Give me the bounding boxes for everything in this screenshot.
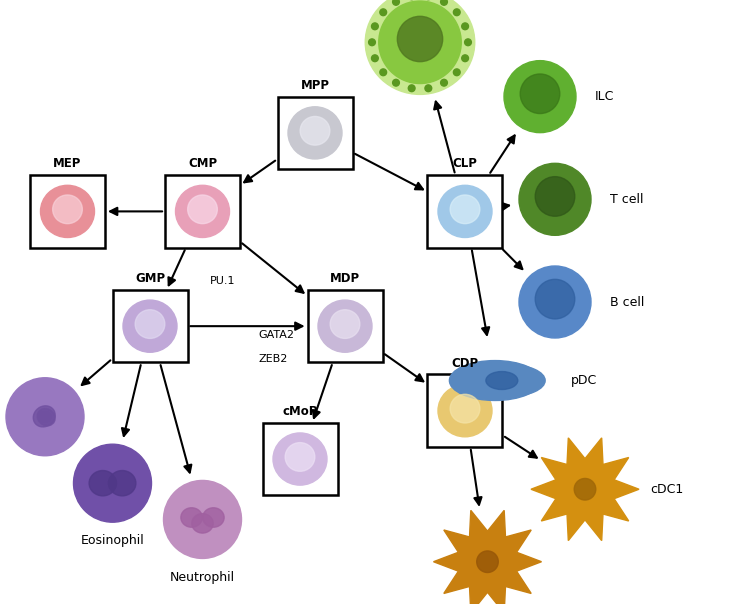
Ellipse shape <box>380 69 386 76</box>
Ellipse shape <box>38 408 56 426</box>
Ellipse shape <box>477 551 498 573</box>
Text: cMoP: cMoP <box>282 405 318 418</box>
Ellipse shape <box>520 74 560 114</box>
Ellipse shape <box>504 60 576 133</box>
Text: MPP: MPP <box>301 79 329 92</box>
Ellipse shape <box>40 185 94 237</box>
Ellipse shape <box>369 39 376 46</box>
Text: T cell: T cell <box>610 193 644 206</box>
Ellipse shape <box>39 412 51 422</box>
Ellipse shape <box>273 433 327 485</box>
Ellipse shape <box>393 79 399 86</box>
Bar <box>308 290 382 362</box>
Ellipse shape <box>192 513 213 533</box>
Ellipse shape <box>465 39 472 46</box>
Ellipse shape <box>6 378 84 456</box>
Ellipse shape <box>188 195 218 223</box>
Polygon shape <box>433 510 542 604</box>
Ellipse shape <box>285 443 315 471</box>
Text: CMP: CMP <box>188 157 217 170</box>
Text: MEP: MEP <box>53 157 82 170</box>
Ellipse shape <box>425 85 432 92</box>
Text: GMP: GMP <box>135 272 165 285</box>
Ellipse shape <box>454 69 460 76</box>
Ellipse shape <box>89 471 116 496</box>
Ellipse shape <box>441 0 447 5</box>
Ellipse shape <box>109 477 116 489</box>
Text: CLP: CLP <box>452 157 478 170</box>
Ellipse shape <box>176 185 230 237</box>
Text: CDP: CDP <box>452 356 478 370</box>
Ellipse shape <box>454 9 460 16</box>
Ellipse shape <box>74 444 152 522</box>
Ellipse shape <box>318 300 372 352</box>
Ellipse shape <box>398 16 442 62</box>
Ellipse shape <box>33 406 56 427</box>
Bar <box>262 423 338 495</box>
Text: B cell: B cell <box>610 295 644 309</box>
Ellipse shape <box>536 176 574 216</box>
Ellipse shape <box>486 371 518 390</box>
Ellipse shape <box>450 195 480 223</box>
Ellipse shape <box>462 23 469 30</box>
Ellipse shape <box>462 55 469 62</box>
Ellipse shape <box>519 266 591 338</box>
Ellipse shape <box>181 508 203 527</box>
Ellipse shape <box>380 9 386 16</box>
Ellipse shape <box>450 394 480 423</box>
Ellipse shape <box>371 55 378 62</box>
Ellipse shape <box>371 23 378 30</box>
Ellipse shape <box>468 542 507 582</box>
Text: cDC1: cDC1 <box>650 483 683 496</box>
Bar <box>427 374 502 447</box>
Bar <box>165 175 240 248</box>
Ellipse shape <box>379 1 461 83</box>
Ellipse shape <box>365 0 475 94</box>
Ellipse shape <box>519 163 591 236</box>
Text: Neutrophil: Neutrophil <box>170 571 235 583</box>
Text: MDP: MDP <box>330 272 360 285</box>
Ellipse shape <box>202 508 224 527</box>
Bar <box>112 290 188 362</box>
Text: ZEB2: ZEB2 <box>259 355 288 364</box>
Ellipse shape <box>393 0 399 5</box>
Text: Eosinophil: Eosinophil <box>81 535 144 547</box>
Bar <box>30 175 105 248</box>
Ellipse shape <box>53 195 82 223</box>
Ellipse shape <box>330 310 360 338</box>
Ellipse shape <box>164 480 242 559</box>
Text: PU.1: PU.1 <box>210 276 236 286</box>
Text: GATA2: GATA2 <box>259 330 295 340</box>
Bar <box>427 175 502 248</box>
Ellipse shape <box>566 469 604 509</box>
Ellipse shape <box>438 385 492 437</box>
Ellipse shape <box>441 79 447 86</box>
Ellipse shape <box>536 279 574 319</box>
Ellipse shape <box>135 310 165 338</box>
Polygon shape <box>531 438 639 541</box>
Bar <box>278 97 352 169</box>
Ellipse shape <box>408 85 415 92</box>
Ellipse shape <box>449 361 541 400</box>
Ellipse shape <box>123 300 177 352</box>
Text: pDC: pDC <box>571 374 597 387</box>
Ellipse shape <box>300 117 330 145</box>
Ellipse shape <box>472 365 545 396</box>
Ellipse shape <box>574 478 596 500</box>
Ellipse shape <box>438 185 492 237</box>
Text: ILC: ILC <box>595 90 614 103</box>
Ellipse shape <box>109 471 136 496</box>
Ellipse shape <box>288 107 342 159</box>
